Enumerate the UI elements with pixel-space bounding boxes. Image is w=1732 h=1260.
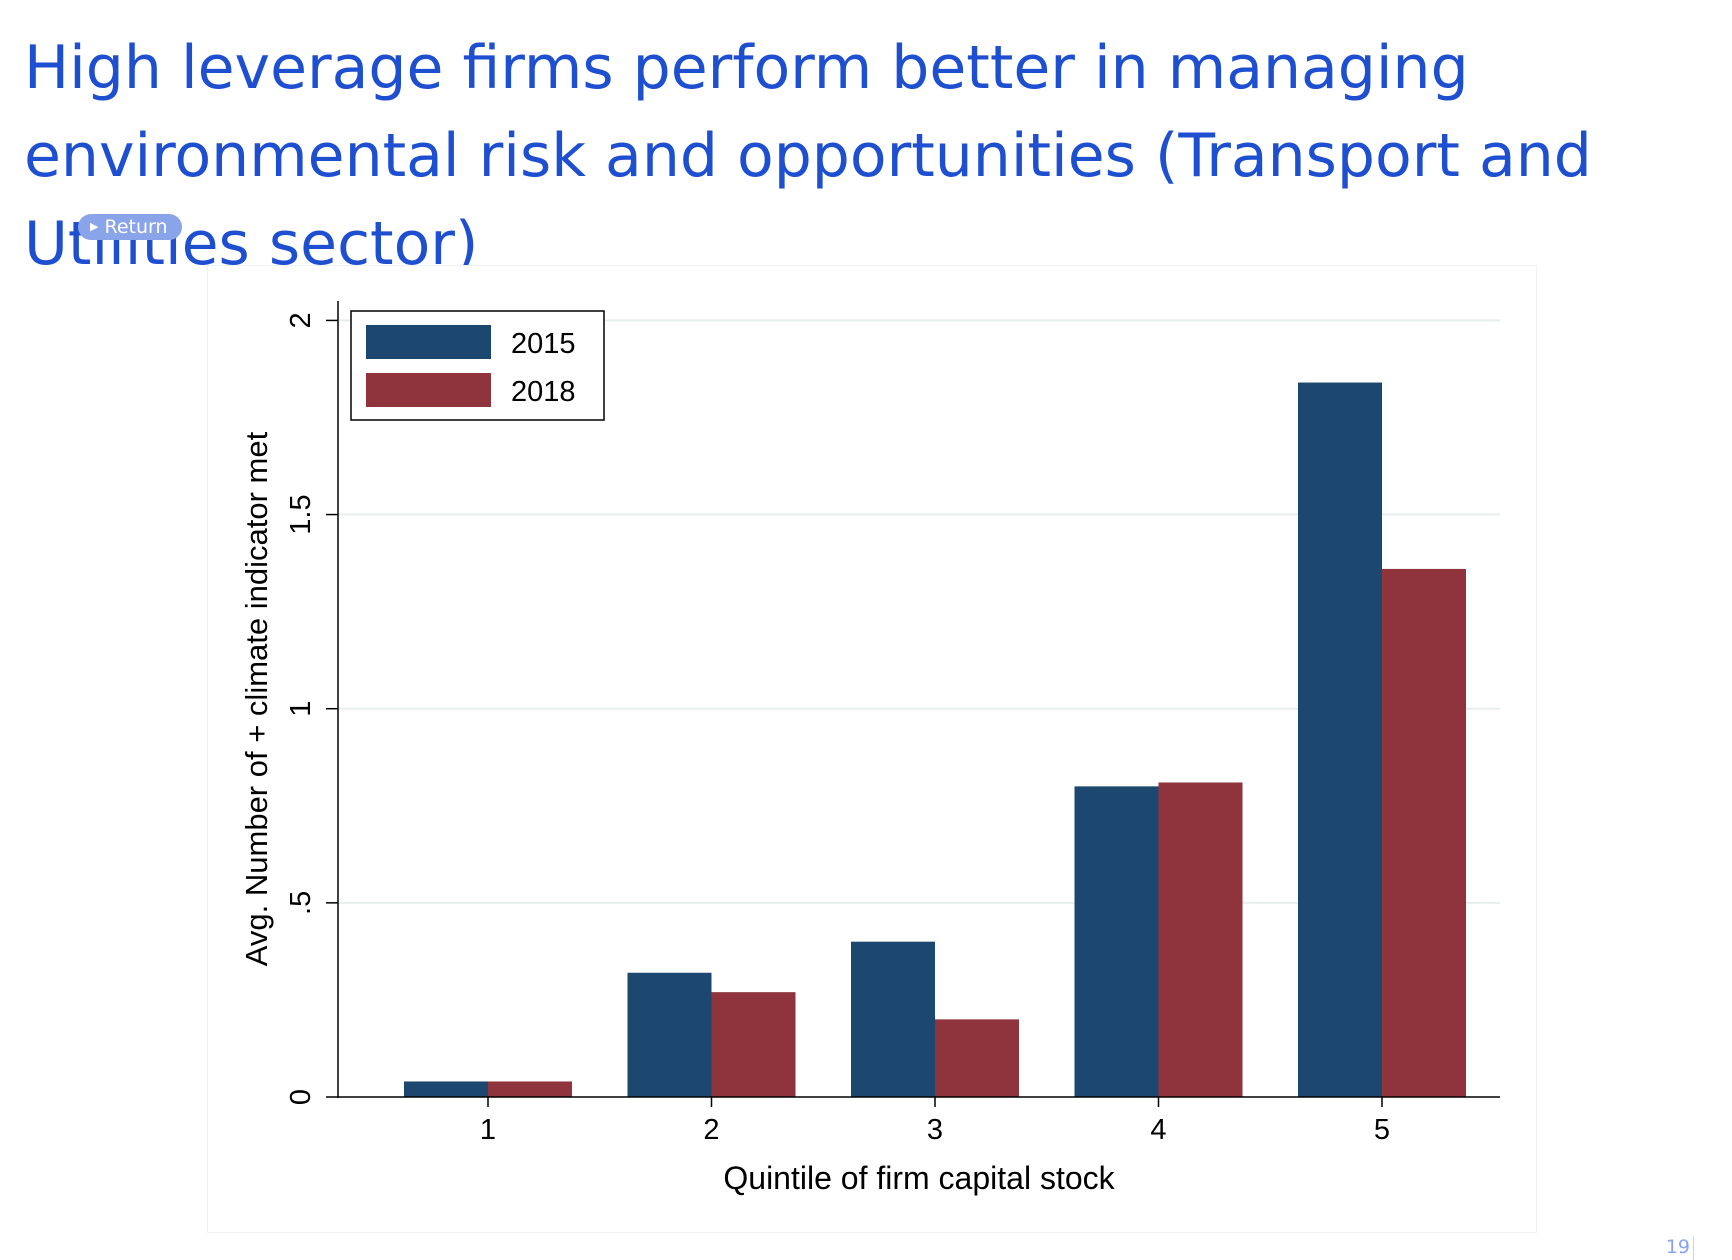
y-tick-label: 1.5 — [285, 494, 317, 534]
page-number: 19 — [1665, 1236, 1690, 1258]
return-label: Return — [104, 216, 168, 238]
x-tick-label: 5 — [1374, 1114, 1390, 1146]
legend-swatch-2018 — [366, 373, 491, 407]
chart-frame: 0 .5 1 1.5 2 1 2 3 4 5 Quintile of firm capital st… — [207, 265, 1537, 1233]
bar-2015-q2 — [627, 972, 712, 1097]
x-tick-label: 2 — [703, 1114, 719, 1146]
bar-2018-q5 — [1382, 568, 1466, 1097]
bar-2015-q5 — [1298, 382, 1382, 1097]
x-tick-label: 1 — [480, 1114, 496, 1146]
bar-2015-q4 — [1074, 786, 1159, 1097]
page-number-divider — [1693, 1236, 1694, 1260]
x-axis-title: Quintile of firm capital stock — [723, 1160, 1115, 1196]
bar-2018-q1 — [488, 1081, 572, 1097]
legend-label-2015: 2015 — [511, 328, 576, 360]
x-tick-label: 3 — [927, 1114, 943, 1146]
x-tick-label: 4 — [1150, 1114, 1166, 1146]
play-triangle-icon: ▶ — [90, 220, 99, 233]
return-button[interactable]: ▶ Return — [78, 214, 182, 240]
y-tick-label: 0 — [285, 1089, 317, 1105]
bar-2018-q3 — [935, 1019, 1019, 1097]
y-tick-label: .5 — [285, 891, 317, 915]
bar-chart: 0 .5 1 1.5 2 1 2 3 4 5 Quintile of firm capital st… — [239, 301, 1500, 1196]
bar-2015-q1 — [404, 1081, 488, 1097]
y-tick-label: 2 — [285, 312, 317, 328]
bar-2015-q3 — [851, 941, 935, 1097]
bar-2018-q4 — [1158, 782, 1243, 1097]
legend-label-2018: 2018 — [511, 376, 576, 408]
bar-2018-q2 — [711, 992, 796, 1097]
slide-title: High leverage firms perform better in ma… — [24, 33, 1592, 279]
legend-swatch-2015 — [366, 325, 491, 359]
y-tick-label: 1 — [285, 701, 317, 717]
y-axis-title: Avg. Number of + climate indicator met — [239, 431, 274, 966]
